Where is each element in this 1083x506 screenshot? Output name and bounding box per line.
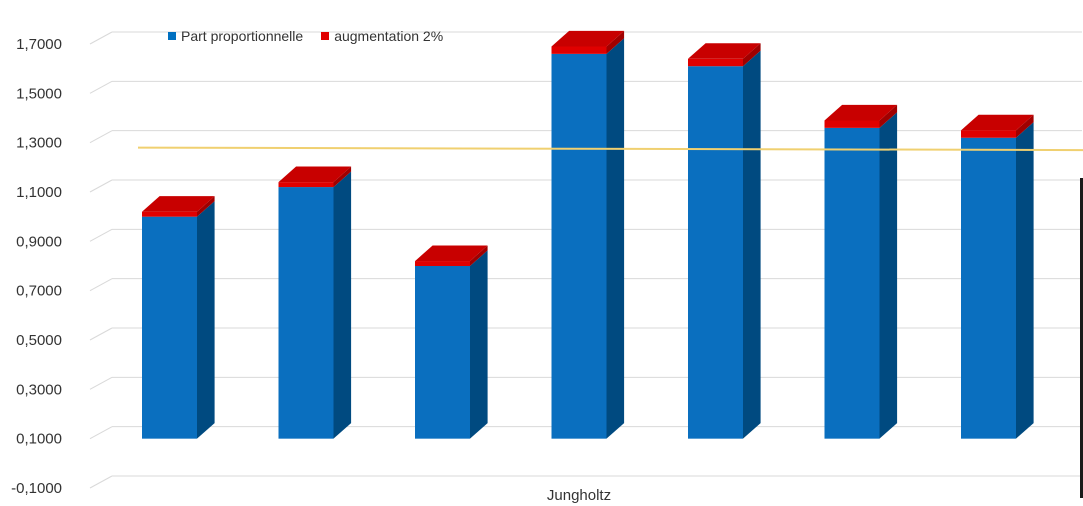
bar-part-side (197, 201, 215, 439)
bar-augmentation-side (743, 43, 761, 67)
gridline-depth (89, 475, 113, 489)
bar-part-front (688, 66, 743, 439)
y-tick-label: 1,5000 (16, 85, 62, 102)
bar-augmentation-side (606, 30, 625, 54)
bar-augmentation-side (470, 245, 488, 266)
bar-augmentation-front (961, 130, 1016, 138)
bar-augmentation-front (824, 120, 880, 128)
bar-augmentation-side (879, 104, 898, 128)
bar-part-front (961, 137, 1016, 439)
gridline-depth (89, 130, 113, 144)
x-category-label: Jungholtz (547, 487, 611, 504)
y-tick-label: 1,1000 (16, 184, 62, 201)
window-edge (1080, 178, 1083, 498)
bar-part-side (470, 250, 488, 439)
y-tick-label: 0,5000 (16, 332, 62, 349)
bar-part-front (278, 187, 334, 439)
y-tick-label: 1,3000 (16, 135, 62, 152)
legend-item-part-proportionnelle: Part proportionnelle (168, 28, 303, 44)
y-tick-label: 0,7000 (16, 283, 62, 300)
reference-line (137, 146, 1083, 152)
bar-part-side (743, 50, 761, 439)
bar-top-cap (142, 196, 215, 212)
y-tick-label: 0,1000 (16, 431, 62, 448)
legend: Part proportionnelle augmentation 2% (168, 28, 443, 44)
gridline-depth (89, 80, 113, 94)
bar-top-cap (278, 166, 352, 183)
gridline-depth (89, 376, 113, 390)
bar-augmentation-front (278, 182, 334, 188)
bar-part-side (1016, 122, 1034, 439)
bar-top-cap (688, 43, 761, 59)
gridline-depth (89, 31, 113, 45)
gridline-depth (89, 426, 113, 440)
bar-part-front (415, 266, 470, 439)
bar-part-side (879, 112, 898, 439)
legend-label-augmentation: augmentation 2% (334, 28, 444, 44)
bar-augmentation-front (415, 261, 470, 266)
bar-augmentation-front (551, 46, 607, 54)
gridline-depth (89, 278, 113, 292)
bar-top-cap (551, 30, 625, 47)
bar-top-cap (961, 114, 1034, 131)
bar-augmentation-side (1016, 114, 1034, 138)
bar-part-front (551, 53, 607, 439)
bar-part-front (824, 127, 880, 439)
bar-augmentation-front (688, 58, 743, 67)
legend-swatch-blue (168, 32, 176, 40)
gridline-depth (89, 179, 113, 193)
bar-augmentation-side (197, 196, 215, 217)
y-tick-label: -0,1000 (11, 480, 62, 497)
legend-swatch-red (321, 32, 330, 40)
bar-augmentation-side (333, 166, 352, 188)
bar-part-front (142, 216, 197, 439)
y-tick-label: 0,9000 (16, 233, 62, 250)
bar-top-cap (824, 104, 898, 121)
gridline-depth (89, 228, 113, 242)
bar-part-side (606, 38, 625, 439)
bar-top-cap (415, 245, 488, 262)
legend-item-augmentation: augmentation 2% (321, 28, 443, 44)
gridline-depth (89, 327, 113, 341)
legend-label-part-proportionnelle: Part proportionnelle (181, 28, 304, 44)
bar-part-side (333, 171, 352, 439)
bar-augmentation-front (142, 211, 197, 217)
y-tick-label: 0,3000 (16, 381, 62, 398)
y-tick-label: 1,7000 (16, 36, 62, 53)
